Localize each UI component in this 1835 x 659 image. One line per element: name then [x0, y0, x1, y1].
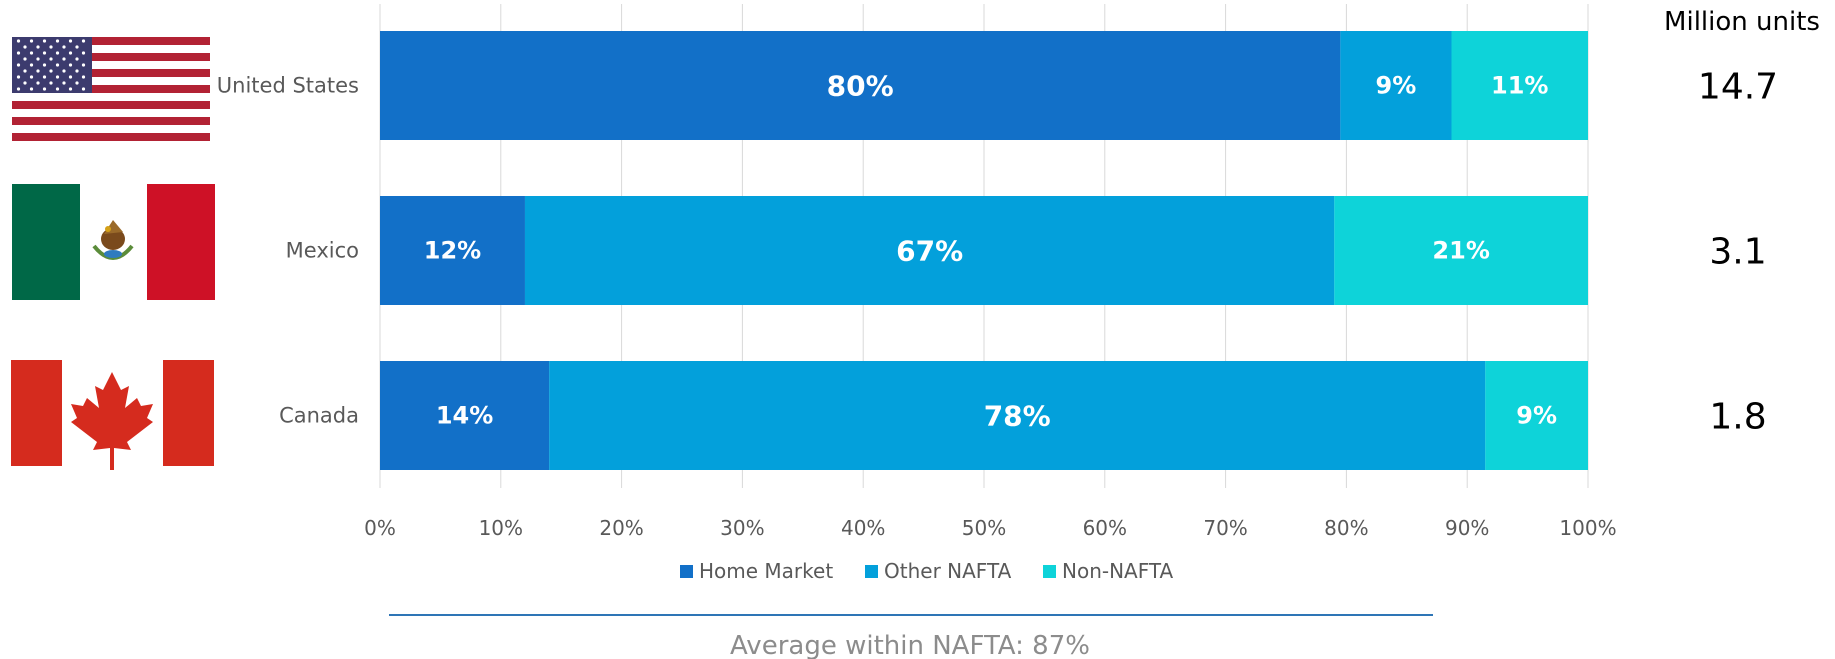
- category-label: Mexico: [286, 239, 359, 263]
- x-tick-label: 80%: [1324, 516, 1368, 540]
- units-value: 3.1: [1709, 232, 1766, 273]
- legend-label: Non-NAFTA: [1062, 559, 1174, 583]
- bar-segment: [1340, 31, 1452, 140]
- bars: 80% 9% 11% 12% 67% 21% 14% 78% 9%: [380, 31, 1588, 470]
- x-tick-label: 60%: [1083, 516, 1127, 540]
- flag-mexico-icon: [12, 184, 215, 300]
- bar-segment: [380, 31, 1341, 140]
- units-values: 14.7 3.1 1.8: [1698, 67, 1778, 438]
- legend-label: Home Market: [699, 559, 833, 583]
- units-header: Million units: [1664, 7, 1820, 37]
- legend-label: Other NAFTA: [884, 559, 1012, 583]
- x-tick-label: 0%: [364, 516, 396, 540]
- units-value: 14.7: [1698, 67, 1778, 108]
- legend-swatch: [865, 565, 878, 578]
- data-label: 80%: [827, 70, 894, 103]
- bar-segment: [1451, 31, 1588, 140]
- data-label: 9%: [1516, 402, 1557, 430]
- category-label: United States: [217, 74, 359, 98]
- data-label: 21%: [1432, 237, 1489, 265]
- x-tick-label: 40%: [841, 516, 885, 540]
- data-label: 67%: [896, 235, 963, 268]
- footnote: Average within NAFTA: 87%: [730, 631, 1090, 659]
- flag-canada-icon: [11, 360, 214, 470]
- category-label: Canada: [279, 404, 359, 428]
- data-label: 11%: [1491, 72, 1548, 100]
- x-tick-label: 20%: [599, 516, 643, 540]
- bar-segment: [380, 196, 525, 305]
- x-tick-label: 50%: [962, 516, 1006, 540]
- bar-segment: [524, 196, 1335, 305]
- data-label: 14%: [436, 402, 493, 430]
- x-tick-label: 90%: [1445, 516, 1489, 540]
- y-axis: United States Mexico Canada: [217, 74, 359, 428]
- bar-segment: [549, 361, 1486, 470]
- legend-swatch: [1043, 565, 1056, 578]
- bar-segment: [380, 361, 550, 470]
- x-tick-label: 100%: [1559, 516, 1616, 540]
- data-label: 78%: [984, 400, 1051, 433]
- bar-segment: [1334, 196, 1588, 305]
- x-tick-label: 70%: [1203, 516, 1247, 540]
- bar-segment: [1485, 361, 1588, 470]
- data-label: 9%: [1376, 72, 1417, 100]
- flag-usa-icon: [12, 37, 210, 141]
- data-label: 12%: [424, 237, 481, 265]
- units-value: 1.8: [1709, 397, 1766, 438]
- legend: Home Market Other NAFTA Non-NAFTA: [680, 559, 1174, 583]
- legend-swatch: [680, 565, 693, 578]
- x-axis: 0% 10% 20% 30% 40% 50% 60% 70% 80% 90% 100%: [364, 516, 1616, 540]
- x-tick-label: 10%: [479, 516, 523, 540]
- x-tick-label: 30%: [720, 516, 764, 540]
